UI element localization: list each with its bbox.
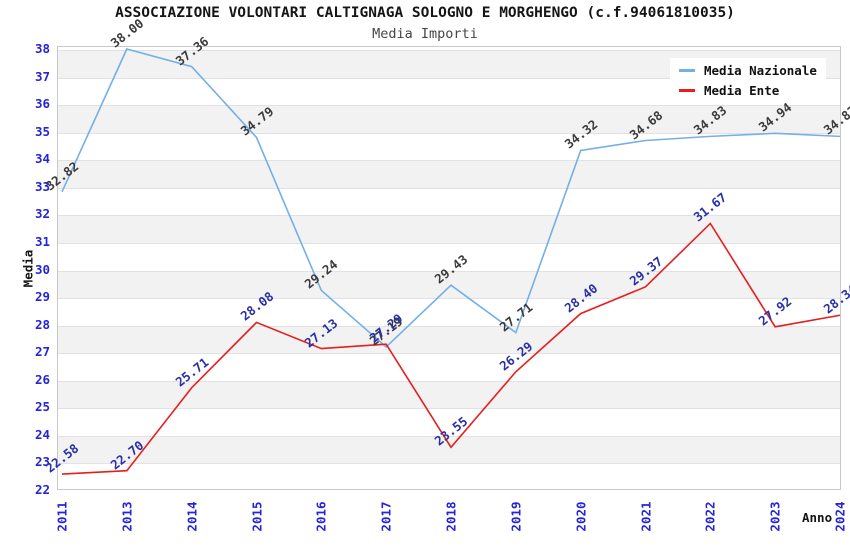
y-tick-label: 24 — [34, 426, 50, 442]
grid-band — [58, 105, 840, 133]
x-tick-label-2023: 2023 — [767, 501, 783, 532]
y-tick-label: 28 — [34, 316, 50, 332]
gridline — [58, 298, 840, 300]
series-line-media-ente — [61, 222, 841, 475]
gridline — [58, 132, 840, 134]
legend-label: Media Ente — [704, 83, 780, 98]
chart-title: ASSOCIAZIONE VOLONTARI CALTIGNAGA SOLOGN… — [115, 5, 735, 21]
x-tick-label-2011: 2011 — [54, 501, 70, 532]
x-tick-label-2024: 2024 — [832, 501, 848, 532]
gridline — [58, 353, 840, 355]
x-tick-label-2015: 2015 — [249, 501, 264, 532]
legend: Media Nazionale Media Ente — [670, 58, 826, 103]
x-tick-label-2018: 2018 — [443, 501, 459, 532]
y-tick-label: 36 — [34, 96, 50, 112]
y-tick-label: 33 — [34, 178, 50, 194]
plot-area — [57, 46, 841, 490]
x-tick-label-2017: 2017 — [378, 501, 394, 532]
y-tick-label: 27 — [34, 344, 50, 360]
x-axis-title: Anno — [802, 510, 833, 525]
y-tick-label: 37 — [34, 68, 50, 84]
gridline — [58, 270, 840, 272]
gridline — [58, 187, 840, 189]
grid-band — [58, 215, 840, 243]
gridline — [58, 160, 840, 162]
gridline — [58, 435, 840, 437]
series-line-media-nazionale — [61, 48, 841, 349]
grid-band — [58, 435, 840, 464]
legend-marker-media-nazionale-icon — [679, 69, 695, 72]
legend-marker-media-ente-icon — [679, 89, 695, 92]
y-tick-label: 31 — [34, 233, 50, 249]
x-tick-label-2016: 2016 — [313, 501, 329, 532]
gridline — [58, 105, 840, 107]
chart-subtitle: Media Importi — [372, 26, 478, 42]
gridline — [58, 463, 840, 465]
legend-item-media-nazionale[interactable]: Media Nazionale — [679, 63, 817, 78]
gridline — [58, 242, 840, 244]
y-axis-title: Media — [20, 249, 36, 288]
gridline — [58, 325, 840, 327]
y-tick-label: 22 — [34, 482, 50, 497]
gridline — [58, 215, 840, 217]
gridline — [58, 380, 840, 382]
x-tick-label-2020: 2020 — [573, 501, 589, 532]
x-tick-label-2019: 2019 — [508, 501, 524, 532]
grid-band — [58, 270, 840, 299]
series-lines — [61, 48, 841, 475]
legend-label: Media Nazionale — [704, 63, 817, 78]
gridline — [58, 408, 840, 410]
y-tick-label: 25 — [34, 399, 50, 415]
y-tick-label: 30 — [34, 261, 50, 277]
gridline — [58, 77, 840, 79]
legend-item-media-ente[interactable]: Media Ente — [679, 83, 817, 98]
x-tick-label-2022: 2022 — [702, 501, 718, 532]
x-tick-label-2021: 2021 — [638, 501, 653, 532]
y-tick-label: 26 — [34, 371, 50, 387]
y-tick-label: 32 — [34, 206, 50, 222]
grid-band — [58, 380, 840, 409]
x-tick-label-2014: 2014 — [184, 501, 200, 532]
y-tick-label: 35 — [34, 123, 50, 139]
x-tick-label-2013: 2013 — [119, 501, 135, 532]
y-tick-label: 29 — [34, 289, 50, 305]
y-tick-label: 23 — [34, 454, 50, 470]
grid-band — [58, 325, 840, 354]
y-tick-label: 34 — [34, 151, 50, 167]
grid-band — [58, 160, 840, 188]
y-tick-label: 38 — [34, 41, 50, 56]
gridline — [58, 50, 840, 51]
